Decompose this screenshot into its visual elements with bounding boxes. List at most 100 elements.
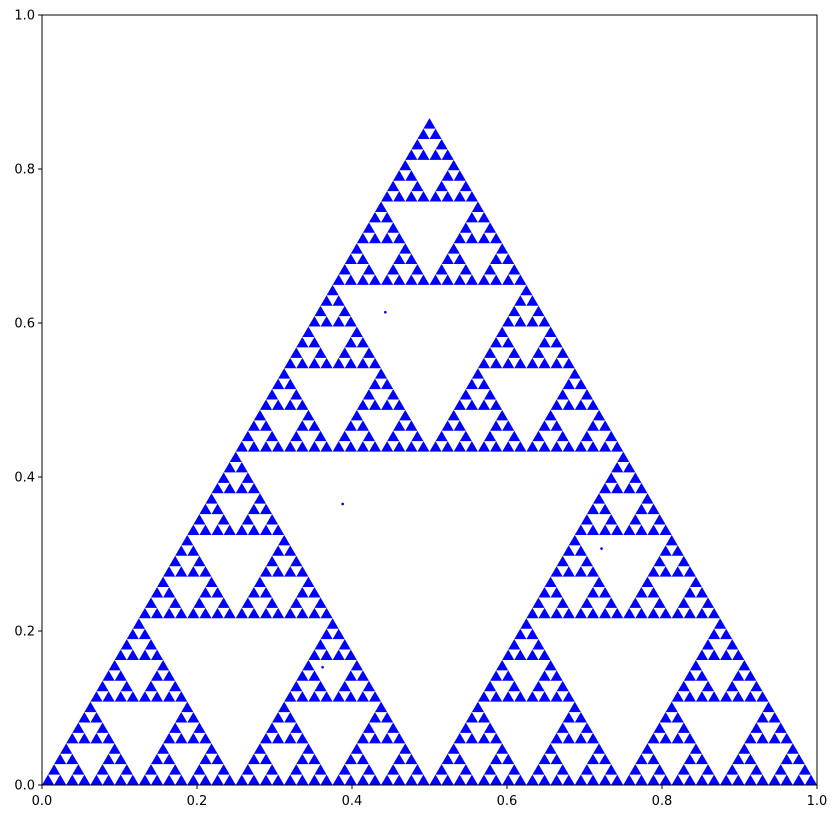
sierpinski-hole [302, 587, 315, 598]
sierpinski-hole [350, 336, 363, 348]
sierpinski-hole [120, 649, 133, 660]
sierpinski-hole [290, 732, 303, 744]
sierpinski-hole [556, 441, 569, 452]
sierpinski-hole [496, 253, 509, 265]
sierpinski-hole [580, 607, 593, 619]
sierpinski-hole [689, 670, 702, 681]
sierpinski-hole [138, 618, 333, 785]
sierpinski-hole [544, 587, 557, 598]
sierpinski-hole [441, 264, 466, 285]
sierpinski-hole [362, 232, 376, 244]
sierpinski-hole [150, 764, 176, 785]
sierpinski-hole [459, 191, 472, 202]
sierpinski-hole [483, 774, 497, 785]
sierpinski-hole [193, 607, 206, 619]
sierpinski-hole [708, 639, 733, 660]
y-tick-label: 0.4 [14, 471, 35, 486]
sierpinski-hole [344, 347, 369, 369]
sierpinski-hole [302, 420, 315, 431]
sierpinski-hole [750, 774, 763, 785]
sierpinski-hole [338, 357, 351, 369]
sierpinski-hole [175, 722, 200, 744]
sierpinski-hole [465, 722, 491, 744]
plot-area [42, 118, 817, 786]
sierpinski-hole [199, 597, 224, 619]
sierpinski-hole [647, 576, 696, 619]
sierpinski-hole [514, 305, 539, 327]
sierpinski-hole [381, 201, 478, 285]
sierpinski-hole [320, 305, 345, 327]
sierpinski-hole [550, 743, 600, 785]
sierpinski-hole [671, 701, 769, 785]
sierpinski-hole [774, 732, 787, 744]
sierpinski-hole [508, 441, 521, 452]
sierpinski-hole [556, 774, 569, 785]
sierpinski-hole [399, 253, 412, 265]
sierpinski-hole [677, 566, 690, 577]
sierpinski-hole [459, 274, 472, 285]
sierpinski-hole [296, 680, 321, 702]
sierpinski-hole [653, 732, 666, 744]
sierpinski-hole [641, 587, 654, 598]
sierpinski-hole [362, 441, 376, 452]
sierpinski-hole [532, 441, 545, 452]
sierpinski-hole [278, 545, 291, 556]
sierpinski-hole [326, 628, 339, 640]
sierpinski-hole [272, 389, 297, 410]
sierpinski-hole [471, 378, 484, 390]
sierpinski-hole [314, 441, 327, 452]
sierpinski-hole [653, 566, 666, 577]
sierpinski-hole [169, 691, 182, 702]
sierpinski-hole [629, 524, 642, 535]
sierpinski-hole [726, 649, 739, 660]
sierpinski-hole [163, 743, 212, 785]
sierpinski-hole [550, 409, 600, 452]
sierpinski-hole [568, 712, 581, 723]
sierpinski-hole [459, 441, 472, 452]
sierpinski-hole [338, 774, 351, 785]
sierpinski-hole [411, 774, 424, 785]
sierpinski-hole [290, 774, 303, 785]
sierpinski-hole [387, 441, 400, 452]
sierpinski-hole [490, 680, 515, 702]
sierpinski-hole [193, 524, 206, 535]
sierpinski-hole [435, 441, 448, 452]
sierpinski-hole [562, 555, 587, 577]
sierpinski-hole [60, 753, 73, 765]
sierpinski-hole [144, 649, 158, 660]
sierpinski-hole [368, 222, 394, 244]
sierpinski-hole [496, 753, 509, 765]
y-tick-label: 1.0 [14, 9, 35, 24]
sierpinski-hole [756, 722, 781, 744]
sierpinski-hole [538, 597, 563, 619]
sierpinski-hole [580, 774, 593, 785]
sierpinski-hole [562, 389, 587, 410]
sierpinski-hole [205, 753, 218, 765]
sierpinski-hole [193, 566, 206, 577]
sierpinski-hole [532, 774, 545, 785]
sierpinski-hole [459, 232, 472, 244]
sierpinski-hole [120, 774, 133, 785]
sierpinski-hole [302, 753, 315, 765]
sierpinski-hole [157, 670, 170, 681]
sierpinski-hole [629, 482, 642, 494]
sierpinski-hole [387, 191, 400, 202]
sierpinski-hole [393, 180, 418, 202]
sierpinski-hole [296, 597, 321, 619]
sierpinski-hole [350, 753, 363, 765]
sierpinski-hole [48, 774, 61, 785]
sierpinski-hole [266, 607, 279, 619]
sierpinski-hole [326, 295, 339, 306]
sierpinski-hole [314, 316, 327, 327]
sierpinski-hole [508, 649, 521, 660]
x-tick-label: 0.6 [497, 794, 518, 809]
sierpinski-hole [556, 691, 569, 702]
sierpinski-hole [635, 764, 660, 785]
sierpinski-hole [508, 316, 521, 327]
sierpinski-hole [453, 743, 503, 785]
sierpinski-hole [774, 774, 787, 785]
sierpinski-hole [157, 753, 170, 765]
sierpinski-hole [544, 753, 557, 765]
sierpinski-hole [526, 618, 721, 785]
sierpinski-hole [296, 347, 321, 369]
